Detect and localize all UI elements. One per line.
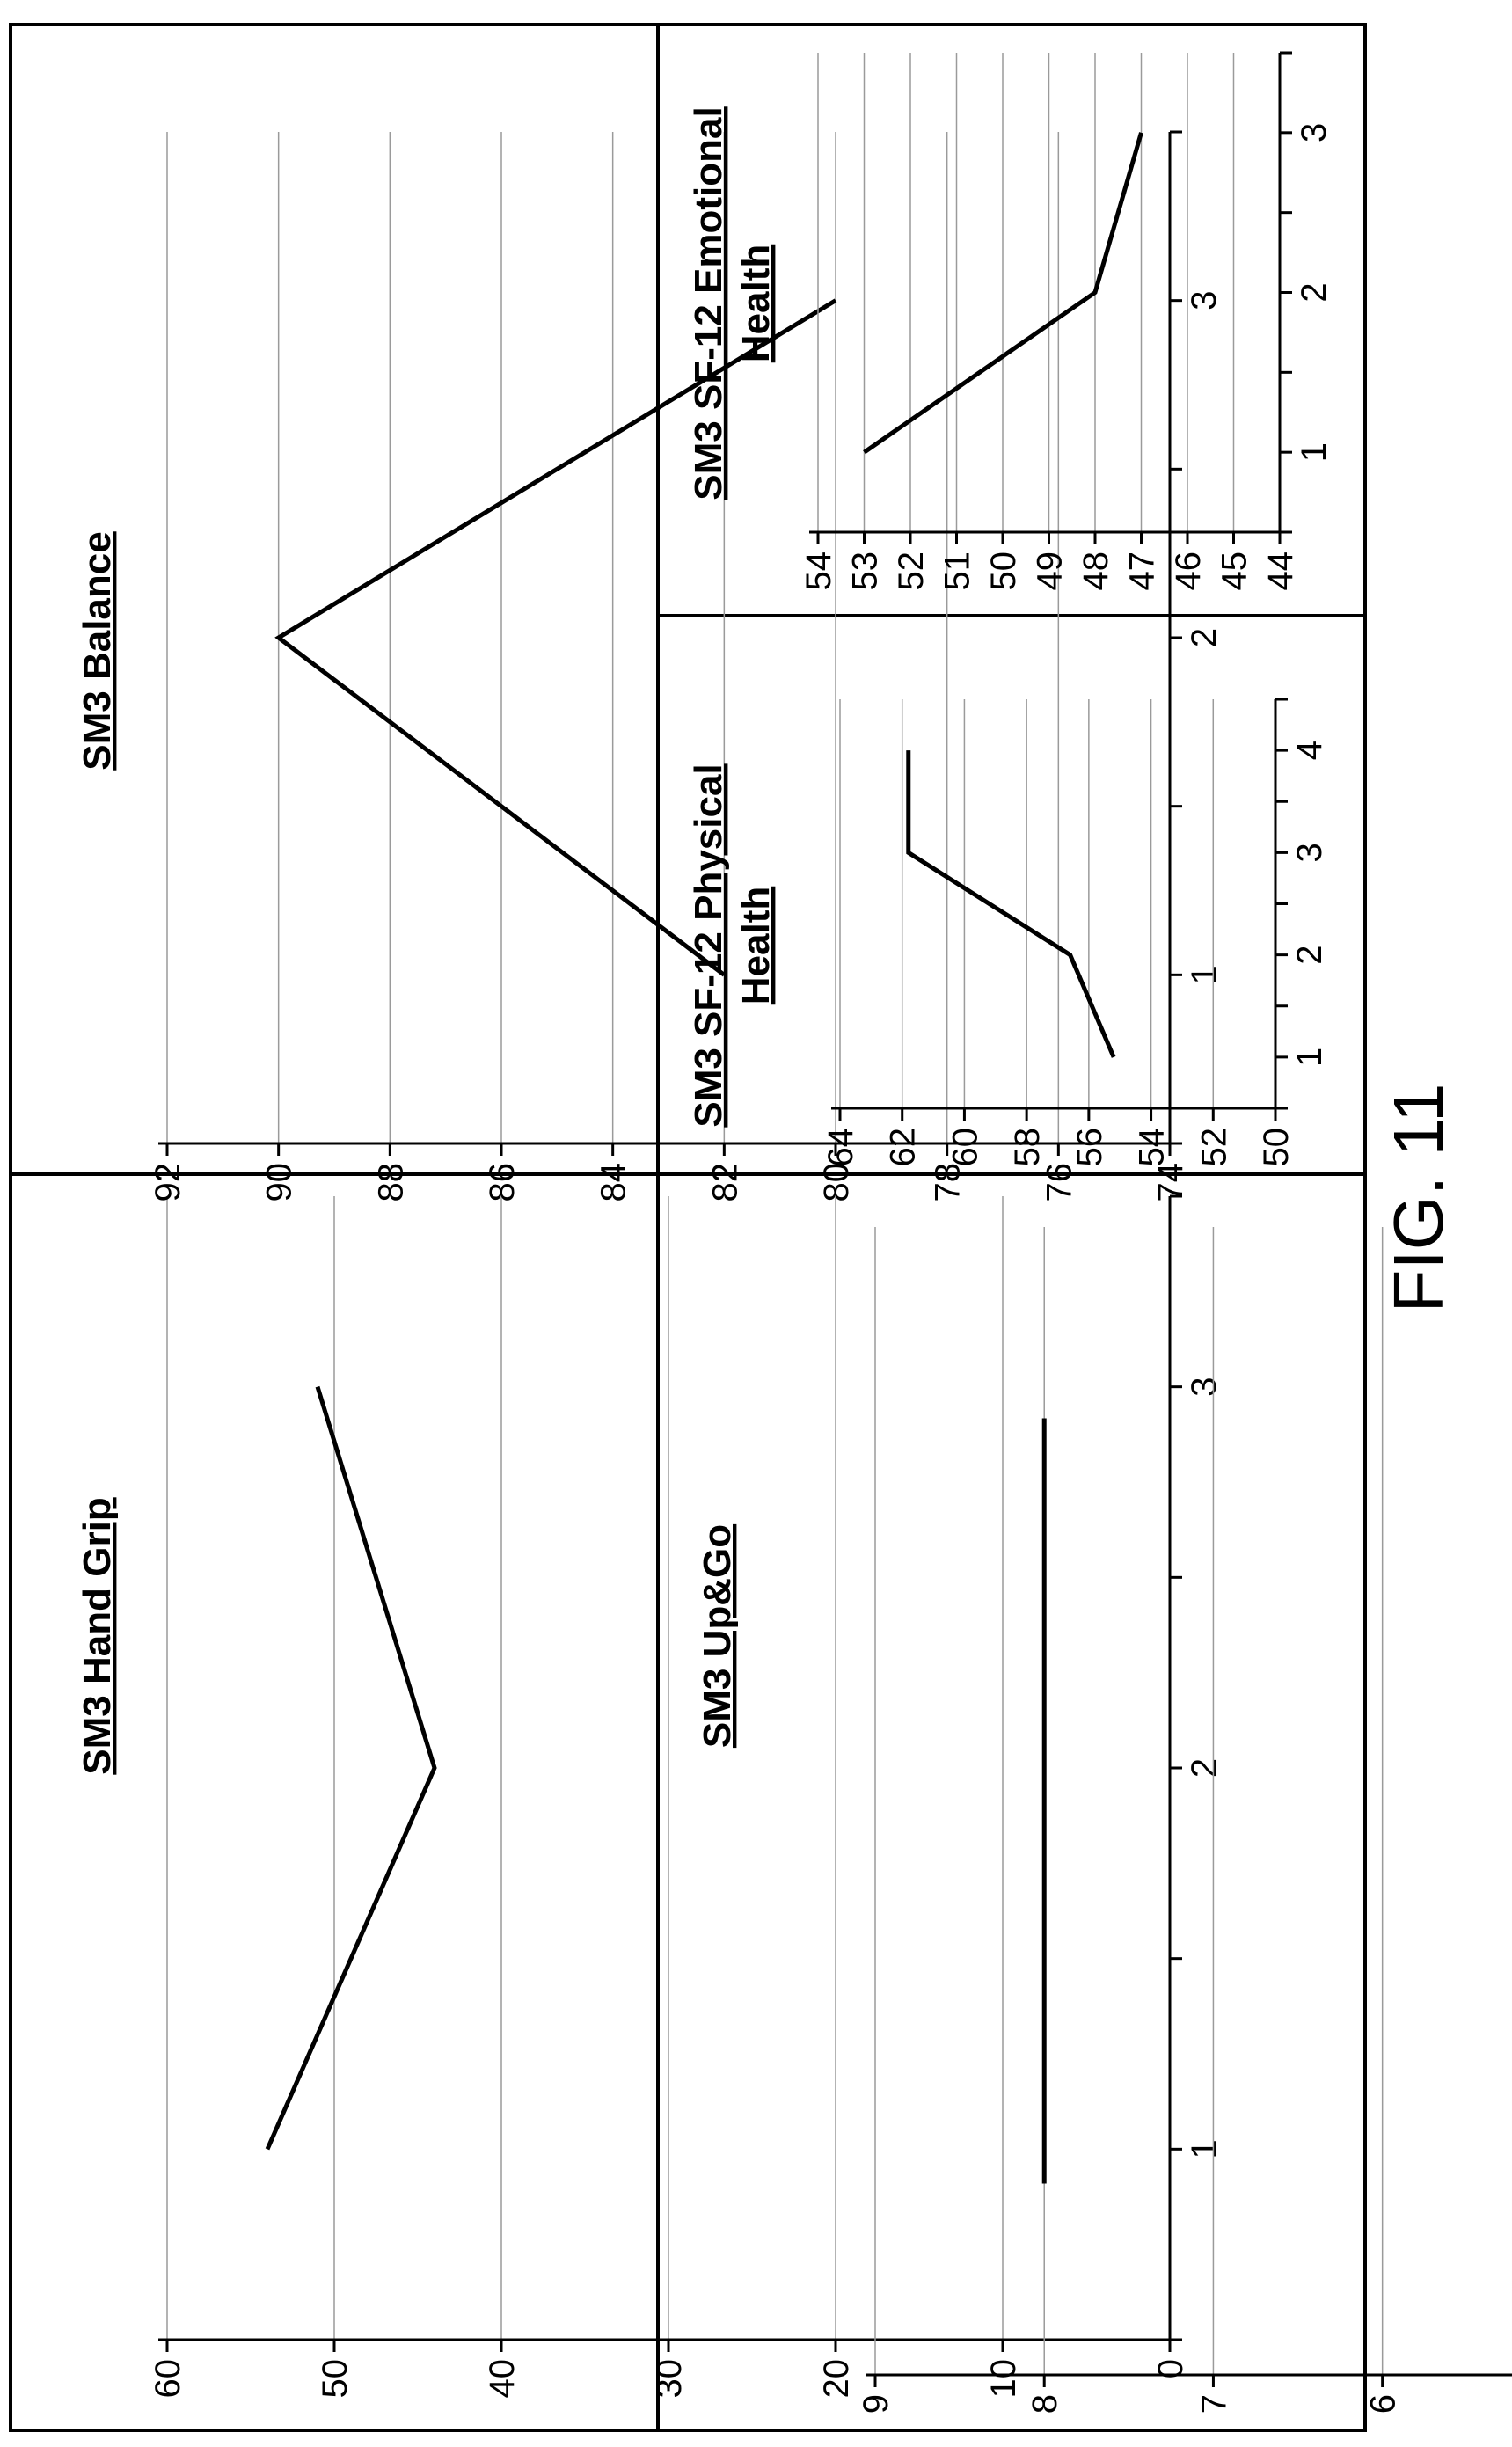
y-tick-label: 62	[884, 1128, 923, 1167]
y-tick-label: 6	[1364, 2394, 1403, 2414]
chart-title: SM3 Hand Grip	[76, 1497, 119, 1774]
y-tick-label: 76	[1040, 1163, 1078, 1202]
y-tick-label: 80	[817, 1163, 856, 1202]
chart-up-go: 0123456789123SM3 Up&Go	[696, 1227, 1512, 2414]
x-tick-label: 1	[1290, 1048, 1329, 1067]
y-tick-label: 10	[984, 2359, 1023, 2399]
y-tick-label: 78	[929, 1163, 968, 1202]
y-tick-label: 84	[595, 1163, 633, 1202]
y-tick-label: 54	[800, 551, 838, 591]
y-tick-label: 8	[1026, 2394, 1064, 2414]
y-tick-label: 40	[483, 2359, 522, 2399]
y-tick-label: 82	[705, 1163, 744, 1202]
chart-title: Health	[734, 887, 778, 1004]
y-tick-label: 60	[149, 2359, 187, 2399]
y-tick-label: 50	[316, 2359, 354, 2399]
y-tick-label: 30	[650, 2359, 689, 2399]
series-line	[906, 750, 1116, 1058]
series-line	[863, 132, 1143, 455]
chart-title: SM3 SF-12 Physical	[687, 763, 730, 1127]
y-tick-label: 52	[892, 551, 931, 591]
x-tick-label: 1	[1185, 965, 1223, 984]
y-tick-label: 20	[817, 2359, 856, 2399]
y-tick-label: 9	[857, 2394, 895, 2414]
chart-title: SM3 Up&Go	[696, 1524, 739, 1748]
figure-label: FIG. 11	[1379, 1084, 1457, 1313]
y-tick-label: 52	[1194, 1128, 1233, 1167]
panel-frame	[9, 23, 1367, 2432]
x-tick-label: 2	[1290, 946, 1329, 965]
y-tick-label: 92	[149, 1163, 187, 1202]
y-tick-label: 74	[1151, 1163, 1190, 1202]
y-tick-label: 53	[846, 551, 885, 591]
x-tick-label: 2	[1185, 628, 1223, 647]
x-tick-label: 3	[1290, 843, 1329, 862]
y-tick-label: 51	[939, 551, 977, 591]
x-tick-label: 2	[1295, 282, 1333, 302]
y-tick-label: 86	[483, 1163, 522, 1202]
y-tick-label: 50	[1257, 1128, 1296, 1167]
series-line	[274, 298, 837, 977]
chart-physical-health: 50 52 54 56 58 60 62 64 1 2 3 4 SM3 SF-12 Physical He…	[687, 698, 1329, 1167]
y-tick-label: 50	[984, 551, 1023, 591]
x-tick-label: 2	[1185, 1758, 1223, 1778]
y-tick-label: 88	[371, 1163, 410, 1202]
x-tick-label: 1	[1295, 442, 1333, 462]
x-tick-label: 4	[1290, 741, 1329, 760]
chart-title: SM3 SF-12 Emotional	[687, 106, 730, 500]
y-tick-label: 64	[822, 1128, 860, 1167]
x-tick-label: 3	[1185, 291, 1223, 310]
y-tick-label: 47	[1123, 551, 1162, 591]
outer-border	[9, 23, 1367, 2432]
x-tick-label: 3	[1185, 1377, 1223, 1397]
chart-title: Health	[734, 245, 778, 362]
y-tick-label: 7	[1194, 2394, 1233, 2414]
y-tick-label: 44	[1261, 551, 1300, 591]
x-tick-label: 3	[1295, 123, 1333, 142]
y-tick-label: 49	[1031, 551, 1070, 591]
series-line	[265, 1385, 437, 2151]
chart-title: SM3 Balance	[76, 531, 119, 770]
y-tick-label: 56	[1070, 1128, 1109, 1167]
y-tick-label: 60	[946, 1128, 984, 1167]
y-tick-label: 45	[1216, 551, 1254, 591]
y-tick-label: 90	[260, 1163, 299, 1202]
chart-balance: 74 76 78 80 82 84 86 88 90 92 1 2 3 SM3 Balance	[76, 130, 1223, 1202]
y-tick-label: 48	[1077, 551, 1115, 591]
y-tick-label: 46	[1169, 551, 1208, 591]
y-tick-label: 58	[1008, 1128, 1047, 1167]
y-tick-label: 54	[1133, 1128, 1172, 1167]
x-tick-label: 1	[1185, 2139, 1223, 2158]
